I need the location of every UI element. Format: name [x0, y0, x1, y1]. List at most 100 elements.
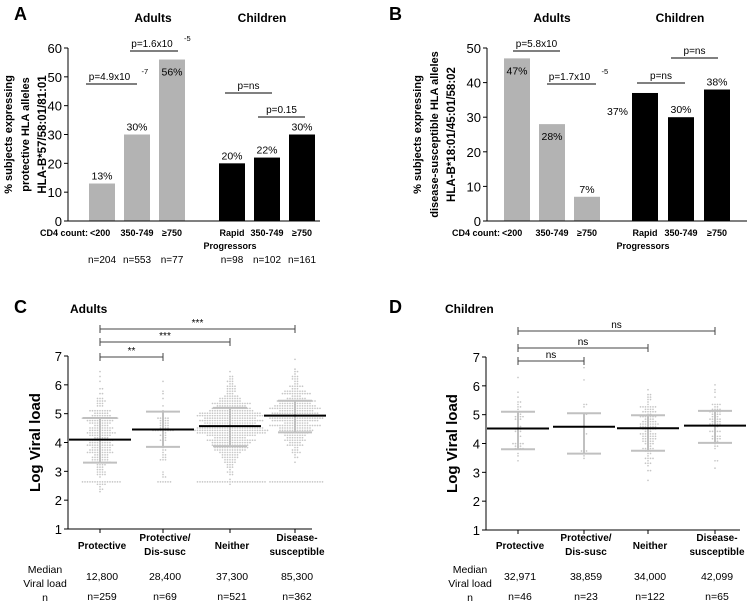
- data-point: [164, 434, 167, 437]
- data-point: [246, 434, 249, 437]
- data-point: [254, 434, 256, 437]
- median-viral-load-value: 12,800: [86, 571, 118, 583]
- data-point: [286, 417, 289, 419]
- bar: [159, 59, 185, 222]
- data-point: [99, 473, 101, 476]
- data-point: [206, 414, 209, 417]
- n-label: n=553: [123, 255, 152, 266]
- bar: [574, 196, 600, 221]
- data-point: [234, 412, 236, 415]
- data-point: [284, 407, 286, 410]
- data-point: [226, 412, 229, 415]
- y-tick-label: 1: [55, 522, 62, 537]
- data-point: [224, 441, 226, 444]
- data-point: [294, 444, 296, 446]
- data-point: [234, 422, 236, 424]
- data-point: [96, 402, 99, 405]
- data-point: [647, 469, 649, 472]
- data-point: [231, 427, 234, 429]
- data-point: [216, 414, 219, 417]
- significance-label: ns: [611, 320, 622, 331]
- data-point: [249, 412, 251, 415]
- data-point: [652, 410, 654, 413]
- data-point: [294, 456, 296, 459]
- data-point: [289, 434, 291, 437]
- data-point: [714, 459, 716, 462]
- data-point: [106, 454, 109, 456]
- data-point: [714, 467, 716, 470]
- data-point: [234, 419, 236, 422]
- data-point: [229, 395, 231, 397]
- data-point: [649, 430, 652, 433]
- data-point: [114, 431, 116, 434]
- data-point: [642, 425, 644, 428]
- data-point: [241, 481, 244, 483]
- data-point: [279, 402, 281, 405]
- data-point: [304, 412, 306, 415]
- data-point: [244, 422, 246, 424]
- data-point: [211, 407, 214, 410]
- data-point: [99, 485, 101, 488]
- data-point: [81, 417, 84, 419]
- data-point: [284, 434, 286, 437]
- data-point: [224, 417, 226, 419]
- data-point: [517, 376, 519, 379]
- data-point: [159, 422, 162, 424]
- data-point: [289, 444, 291, 446]
- data-point: [104, 483, 106, 486]
- data-point: [251, 439, 254, 442]
- data-point: [104, 414, 106, 417]
- data-point: [286, 397, 289, 400]
- data-point: [279, 417, 281, 419]
- data-point: [299, 434, 301, 437]
- data-point: [286, 390, 289, 393]
- data-point: [244, 412, 246, 415]
- data-point: [517, 452, 519, 455]
- data-point: [101, 402, 104, 405]
- data-point: [274, 407, 276, 410]
- row-label-n: n: [42, 592, 48, 604]
- data-point: [719, 423, 721, 425]
- data-point: [116, 481, 119, 483]
- data-point: [296, 441, 299, 444]
- data-point: [164, 449, 167, 451]
- data-point: [251, 417, 254, 419]
- x-category-label: ≥750: [292, 228, 312, 238]
- data-point: [101, 427, 104, 429]
- data-point: [286, 392, 289, 395]
- data-point: [271, 412, 274, 415]
- data-point: [104, 434, 106, 437]
- data-point: [229, 471, 231, 473]
- data-point: [167, 419, 169, 422]
- data-point: [226, 441, 229, 444]
- y-tick-label: 20: [48, 156, 62, 171]
- data-point: [512, 442, 514, 445]
- data-point: [216, 419, 219, 422]
- data-point: [249, 427, 251, 429]
- data-point: [226, 434, 229, 437]
- data-point: [96, 451, 99, 454]
- n-label: n=23: [574, 591, 598, 603]
- data-point: [211, 419, 214, 422]
- data-point: [311, 409, 314, 412]
- data-point: [101, 483, 104, 486]
- data-point: [294, 387, 296, 390]
- data-point: [649, 398, 652, 401]
- data-point: [274, 405, 276, 407]
- data-point: [109, 444, 111, 446]
- data-point: [249, 431, 251, 434]
- data-point: [86, 444, 89, 446]
- data-point: [104, 427, 106, 429]
- data-point: [214, 422, 216, 424]
- data-point: [644, 430, 647, 433]
- data-point: [101, 471, 104, 473]
- data-point: [231, 402, 234, 405]
- data-point: [281, 427, 284, 429]
- data-point: [226, 454, 229, 456]
- data-point: [289, 427, 291, 429]
- y-tick-label: 50: [48, 70, 62, 85]
- data-point: [711, 420, 714, 423]
- data-point: [644, 435, 647, 438]
- data-point: [116, 417, 119, 419]
- x-category-label: <200: [90, 228, 110, 238]
